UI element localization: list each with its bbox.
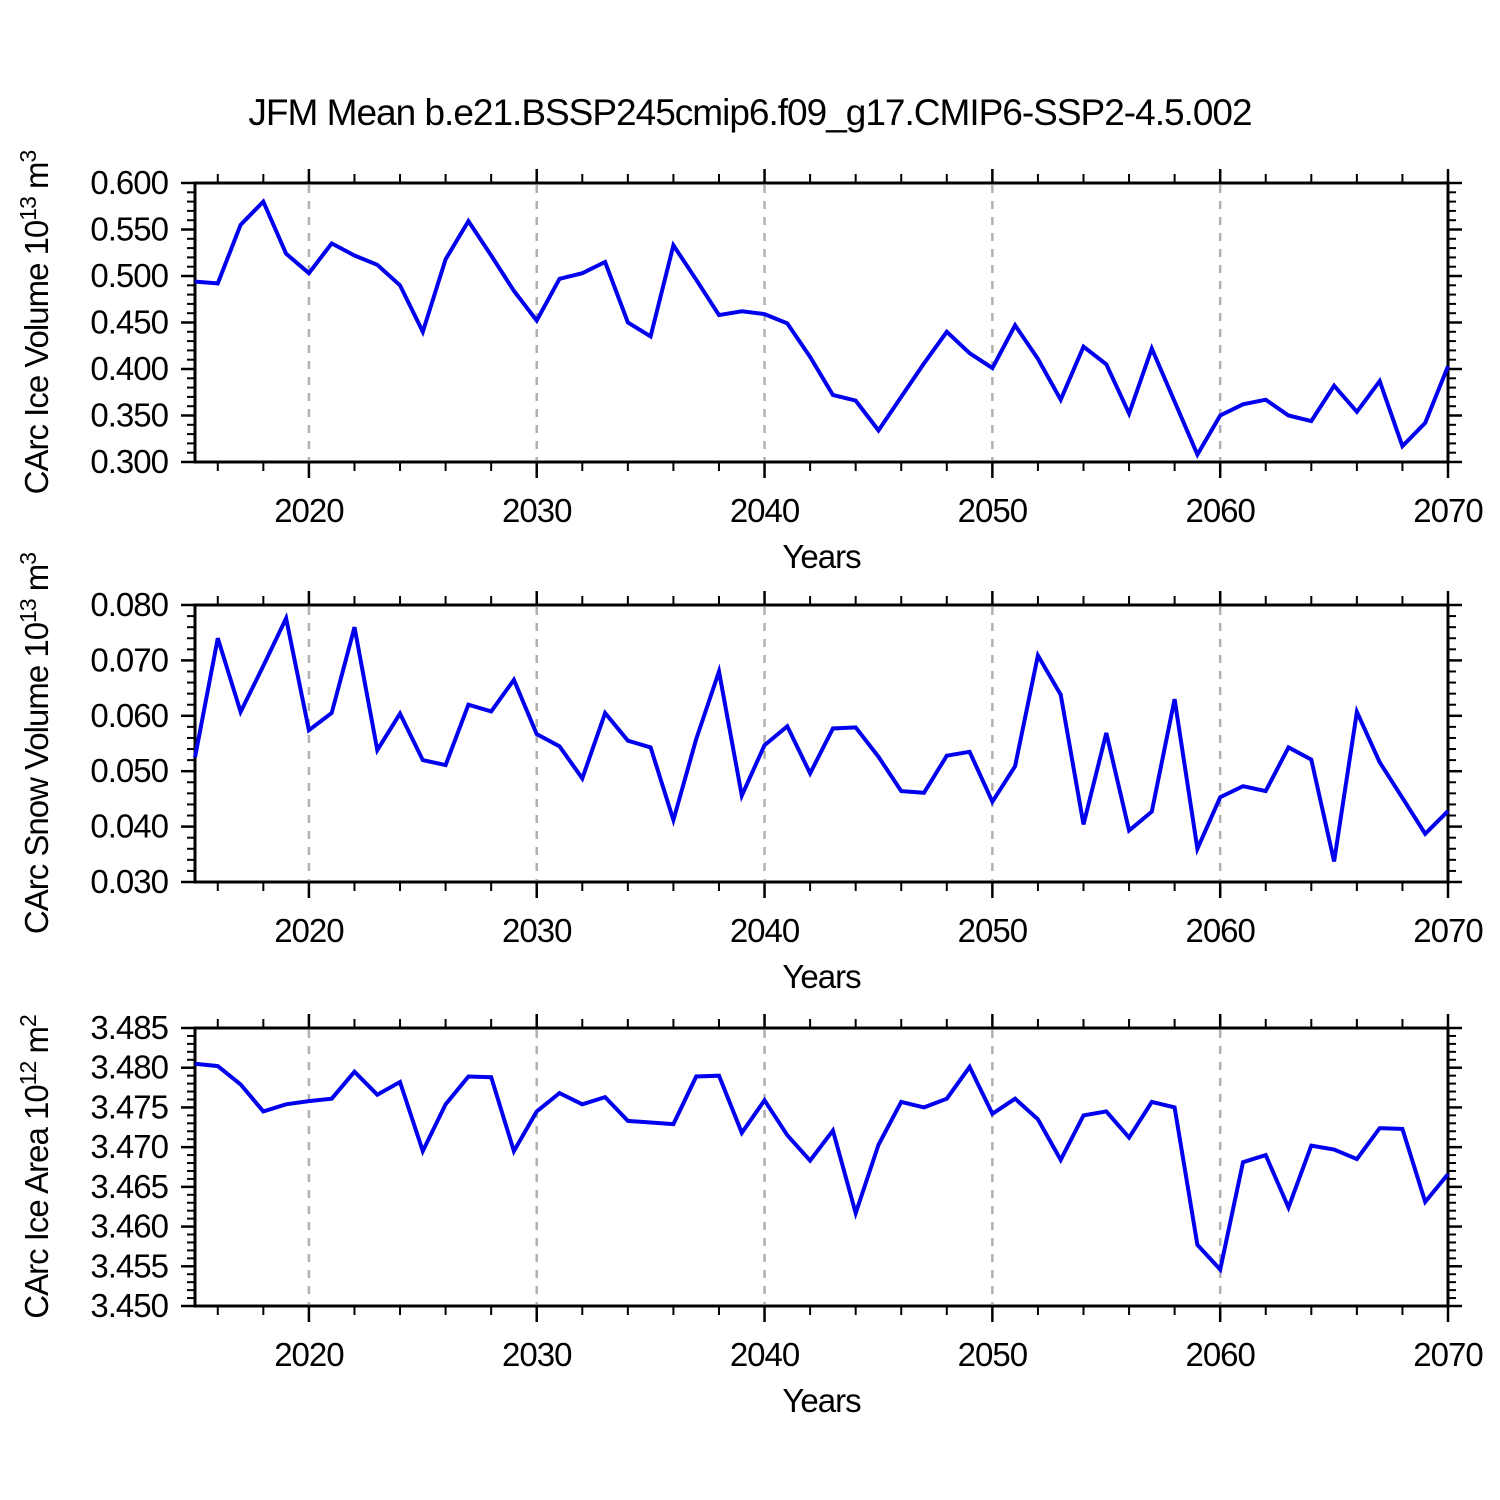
y-axis-title: CArc Ice Area 1012 m2 bbox=[15, 1015, 55, 1319]
x-axis-title: Years bbox=[782, 958, 861, 995]
y-tick-label: 0.300 bbox=[90, 443, 168, 480]
x-tick-label: 2050 bbox=[958, 912, 1028, 949]
x-tick-label: 2070 bbox=[1413, 492, 1483, 529]
y-tick-label: 0.400 bbox=[90, 350, 168, 387]
panel-2: 0.030 0.040 0.050 0.060 0.070 0.080 2020 2030 20… bbox=[15, 553, 1484, 995]
y-tick-label: 0.350 bbox=[90, 397, 168, 434]
x-tick-label: 2040 bbox=[730, 912, 800, 949]
axis-frame bbox=[193, 1026, 1450, 1308]
x-axis-title: Years bbox=[782, 1382, 861, 1419]
y-tick-label: 3.450 bbox=[90, 1287, 168, 1324]
x-tick-label: 2030 bbox=[502, 912, 572, 949]
y-tick-label: 3.480 bbox=[90, 1049, 168, 1086]
y-tick-label: 3.460 bbox=[90, 1208, 168, 1245]
y-tick-label: 3.465 bbox=[90, 1168, 168, 1205]
x-axis-title: Years bbox=[782, 538, 861, 575]
y-tick-label: 0.070 bbox=[90, 641, 168, 678]
y-tick-label: 0.500 bbox=[90, 257, 168, 294]
y-tick-label: 0.040 bbox=[90, 808, 168, 845]
x-tick-label: 2020 bbox=[274, 1336, 344, 1373]
data-line-3 bbox=[194, 1061, 1450, 1274]
y-tick-label: 0.080 bbox=[90, 586, 168, 623]
y-tick-label: 0.550 bbox=[90, 211, 168, 248]
axis-frame bbox=[193, 603, 1450, 884]
x-tick-label: 2060 bbox=[1185, 1336, 1255, 1373]
data-line-1 bbox=[194, 198, 1450, 460]
x-tick-label: 2020 bbox=[274, 912, 344, 949]
y-axis-title: CArc Snow Volume 1013 m3 bbox=[15, 553, 55, 934]
chart-title: JFM Mean b.e21.BSSP245cmip6.f09_g17.CMIP… bbox=[248, 92, 1252, 133]
y-tick-label: 3.485 bbox=[90, 1009, 168, 1046]
x-tick-label: 2020 bbox=[274, 492, 344, 529]
x-tick-label: 2050 bbox=[958, 1336, 1028, 1373]
y-tick-label: 3.475 bbox=[90, 1088, 168, 1125]
y-tick-label: 0.060 bbox=[90, 697, 168, 734]
x-tick-label: 2070 bbox=[1413, 1336, 1483, 1373]
panel-1: 0.300 0.350 0.400 0.450 0.500 0.550 0.600 2020 2… bbox=[15, 150, 1484, 575]
y-tick-label: 3.455 bbox=[90, 1247, 168, 1284]
y-tick-label: 0.450 bbox=[90, 304, 168, 341]
y-tick-label: 0.050 bbox=[90, 752, 168, 789]
y-tick-label: 0.030 bbox=[90, 863, 168, 900]
axis-frame bbox=[193, 181, 1450, 464]
x-tick-label: 2070 bbox=[1413, 912, 1483, 949]
y-tick-label: 0.600 bbox=[90, 164, 168, 201]
data-line-2 bbox=[193, 612, 1450, 862]
x-tick-label: 2040 bbox=[730, 492, 800, 529]
x-tick-label: 2030 bbox=[502, 1336, 572, 1373]
x-tick-label: 2050 bbox=[958, 492, 1028, 529]
x-tick-label: 2040 bbox=[730, 1336, 800, 1373]
x-tick-label: 2060 bbox=[1185, 492, 1255, 529]
x-tick-label: 2060 bbox=[1185, 912, 1255, 949]
panel-3: 3.4503.4553.4603.4653.4703.4753.4803.485… bbox=[15, 1009, 1484, 1419]
y-tick-label: 3.470 bbox=[90, 1128, 168, 1165]
x-tick-label: 2030 bbox=[502, 492, 572, 529]
y-axis-title: CArc Ice Volume 1013 m3 bbox=[15, 150, 55, 494]
